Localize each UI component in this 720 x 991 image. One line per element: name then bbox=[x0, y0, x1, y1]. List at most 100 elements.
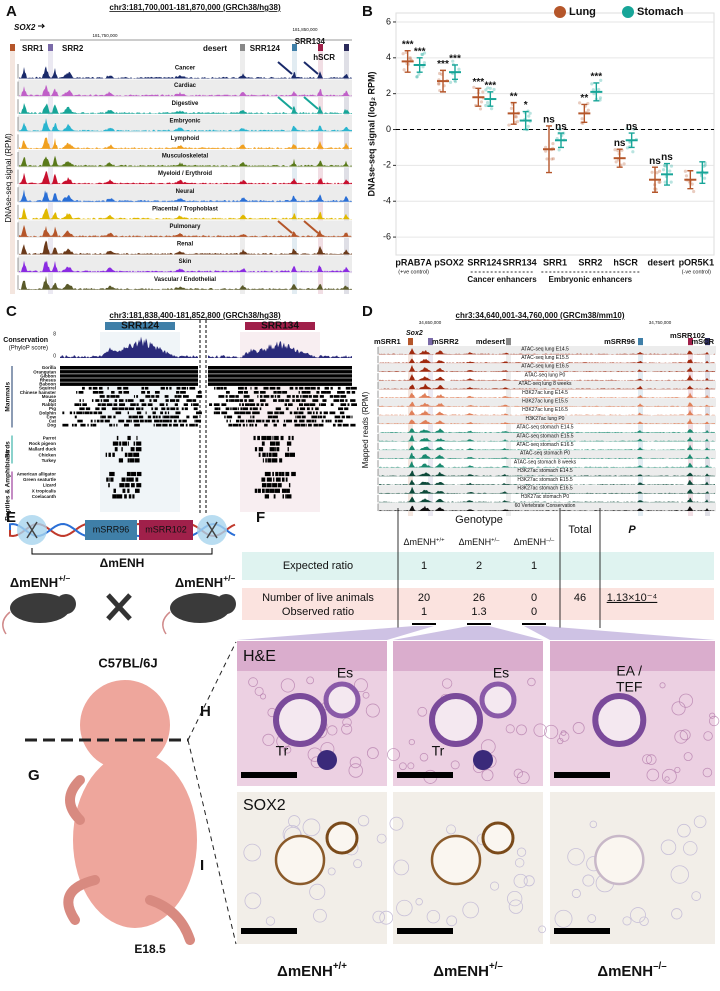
tissue bbox=[254, 686, 264, 696]
alignment bbox=[244, 403, 250, 406]
x-tick-label: pOR5K1 bbox=[679, 257, 715, 267]
dnase-track bbox=[19, 260, 352, 273]
alignment bbox=[127, 488, 130, 493]
alignment bbox=[308, 395, 312, 398]
alignment bbox=[277, 395, 281, 398]
alignment bbox=[147, 403, 153, 406]
tissue-band bbox=[550, 641, 715, 671]
alignment bbox=[311, 407, 314, 411]
alignment bbox=[273, 391, 277, 394]
alignment bbox=[321, 419, 324, 423]
scale-bar bbox=[554, 928, 610, 934]
trachea bbox=[430, 834, 482, 886]
alignment bbox=[91, 399, 94, 402]
alignment bbox=[273, 423, 277, 427]
scissor bbox=[26, 521, 38, 539]
region-label: SRR124 bbox=[121, 321, 159, 332]
tissue bbox=[659, 682, 666, 689]
tissue bbox=[670, 865, 689, 884]
tissue bbox=[362, 691, 370, 699]
alignment bbox=[261, 483, 267, 488]
table-header: P bbox=[628, 524, 636, 536]
y-tick-label: 4 bbox=[386, 52, 391, 62]
alignment bbox=[272, 435, 274, 441]
alignment bbox=[284, 452, 290, 457]
alignment bbox=[175, 411, 181, 415]
alignment bbox=[324, 386, 329, 390]
alignment bbox=[339, 411, 345, 415]
alignment bbox=[299, 407, 306, 411]
alignment bbox=[99, 386, 103, 390]
alignment bbox=[182, 395, 189, 398]
mouse bbox=[10, 593, 70, 623]
alignment bbox=[273, 477, 275, 482]
alignment bbox=[249, 403, 256, 406]
track-label: 60 Vertebrate Conservation bbox=[515, 503, 576, 509]
tissue bbox=[660, 839, 677, 856]
genotype-base: ΔmENH bbox=[514, 537, 547, 547]
alignment bbox=[208, 366, 352, 370]
alignment bbox=[197, 391, 202, 394]
panel-label: D bbox=[362, 303, 373, 320]
alignment bbox=[116, 435, 119, 441]
alignment bbox=[281, 477, 285, 482]
alignment bbox=[270, 395, 274, 398]
jitter-dot bbox=[437, 81, 441, 86]
region-mark bbox=[506, 338, 511, 345]
trachea bbox=[594, 834, 645, 886]
species-label: X tropicalis bbox=[32, 488, 57, 493]
alignment bbox=[286, 395, 291, 398]
stain-label: H&E bbox=[243, 648, 276, 665]
alignment bbox=[269, 488, 275, 493]
alignment bbox=[135, 447, 142, 452]
alignment bbox=[128, 477, 134, 482]
arrow bbox=[277, 220, 319, 234]
alignment bbox=[95, 407, 100, 411]
alignment bbox=[112, 494, 117, 499]
alignment bbox=[85, 407, 91, 411]
element-label: mSRR102 bbox=[145, 524, 187, 534]
alignment bbox=[333, 395, 340, 398]
alignment bbox=[289, 411, 293, 415]
tissue bbox=[516, 847, 527, 857]
mouse-head bbox=[56, 594, 76, 614]
jitter-dot bbox=[628, 140, 632, 144]
gland bbox=[473, 750, 493, 770]
tissue bbox=[646, 768, 660, 782]
alignment bbox=[121, 447, 123, 452]
alignment bbox=[341, 415, 345, 419]
scale-label: 0 bbox=[53, 353, 56, 359]
tissue bbox=[639, 916, 649, 926]
alignment bbox=[236, 419, 240, 423]
alignment bbox=[133, 441, 136, 446]
alignment bbox=[97, 403, 101, 406]
tissue bbox=[513, 873, 528, 888]
jitter-dot bbox=[613, 148, 617, 152]
tissue bbox=[288, 815, 301, 828]
alignment bbox=[225, 391, 230, 394]
jitter-dot bbox=[551, 141, 555, 146]
alignment bbox=[337, 419, 343, 423]
genotype: ΔmENH+/– bbox=[433, 961, 503, 980]
species-label: Chicken bbox=[38, 452, 56, 457]
genotype-base: ΔmENH bbox=[433, 963, 489, 980]
alignment bbox=[226, 415, 233, 419]
genotype: ΔmENH–/– bbox=[597, 961, 667, 980]
alignment bbox=[334, 419, 337, 423]
alignment bbox=[107, 415, 112, 419]
alignment bbox=[60, 374, 198, 378]
dnase-track bbox=[19, 224, 352, 237]
alignment bbox=[127, 411, 130, 415]
track-label: (PhyloP score) bbox=[9, 346, 48, 352]
track-signal bbox=[379, 374, 715, 381]
region-label: mSCR bbox=[691, 337, 714, 346]
jitter-dot bbox=[485, 100, 490, 105]
alignment bbox=[235, 395, 239, 398]
track-signal bbox=[379, 461, 715, 468]
tissue bbox=[348, 763, 363, 778]
alignment bbox=[251, 423, 254, 427]
alignment bbox=[347, 403, 350, 406]
alignment bbox=[167, 411, 170, 415]
significance: ** bbox=[580, 93, 588, 104]
dnase-track bbox=[19, 275, 352, 290]
